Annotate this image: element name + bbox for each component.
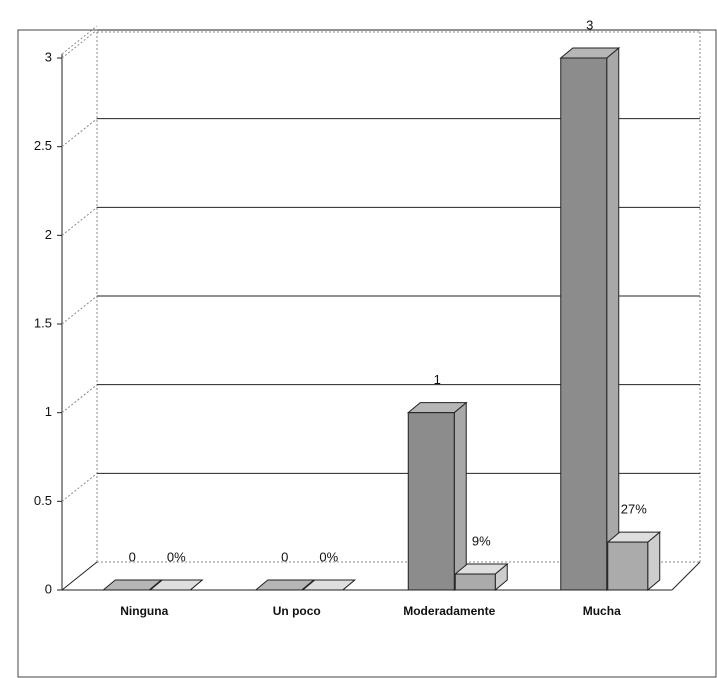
grid-line: [61, 206, 98, 236]
bar: [407, 412, 455, 591]
y-tick-label: 3: [45, 49, 52, 64]
left-wall-bottom: [61, 561, 98, 591]
data-label: 0: [129, 549, 136, 564]
grid-line: [61, 384, 98, 414]
y-tick-label: 0: [45, 581, 52, 596]
data-label: 0: [281, 549, 288, 564]
grid-line: [61, 118, 98, 148]
floor-right: [671, 561, 701, 591]
data-label: 3: [586, 17, 593, 32]
x-tick-label: Mucha: [583, 604, 621, 618]
y-tick-label: 1: [45, 404, 52, 419]
data-label: 27%: [621, 502, 647, 517]
y-tick-label: 1.5: [34, 315, 52, 330]
y-tick-label: 2: [45, 227, 52, 242]
bar: [454, 573, 496, 591]
y-tick-label: 2.5: [34, 138, 52, 153]
grid-line: [61, 29, 98, 59]
x-tick-label: Ninguna: [120, 604, 168, 618]
x-tick-label: Un poco: [273, 604, 321, 618]
grid-line: [61, 295, 98, 325]
x-tick-label: Moderadamente: [403, 604, 495, 618]
bar-side: [453, 401, 467, 592]
grid-line: [61, 472, 98, 502]
bar: [607, 541, 649, 591]
left-wall-top: [61, 25, 98, 55]
bar: [560, 57, 608, 591]
data-label: 0%: [167, 549, 186, 564]
bar-side: [606, 46, 620, 592]
data-label: 9%: [472, 533, 491, 548]
data-label: 1: [434, 372, 441, 387]
data-label: 0%: [319, 549, 338, 564]
y-tick-label: 0.5: [34, 493, 52, 508]
